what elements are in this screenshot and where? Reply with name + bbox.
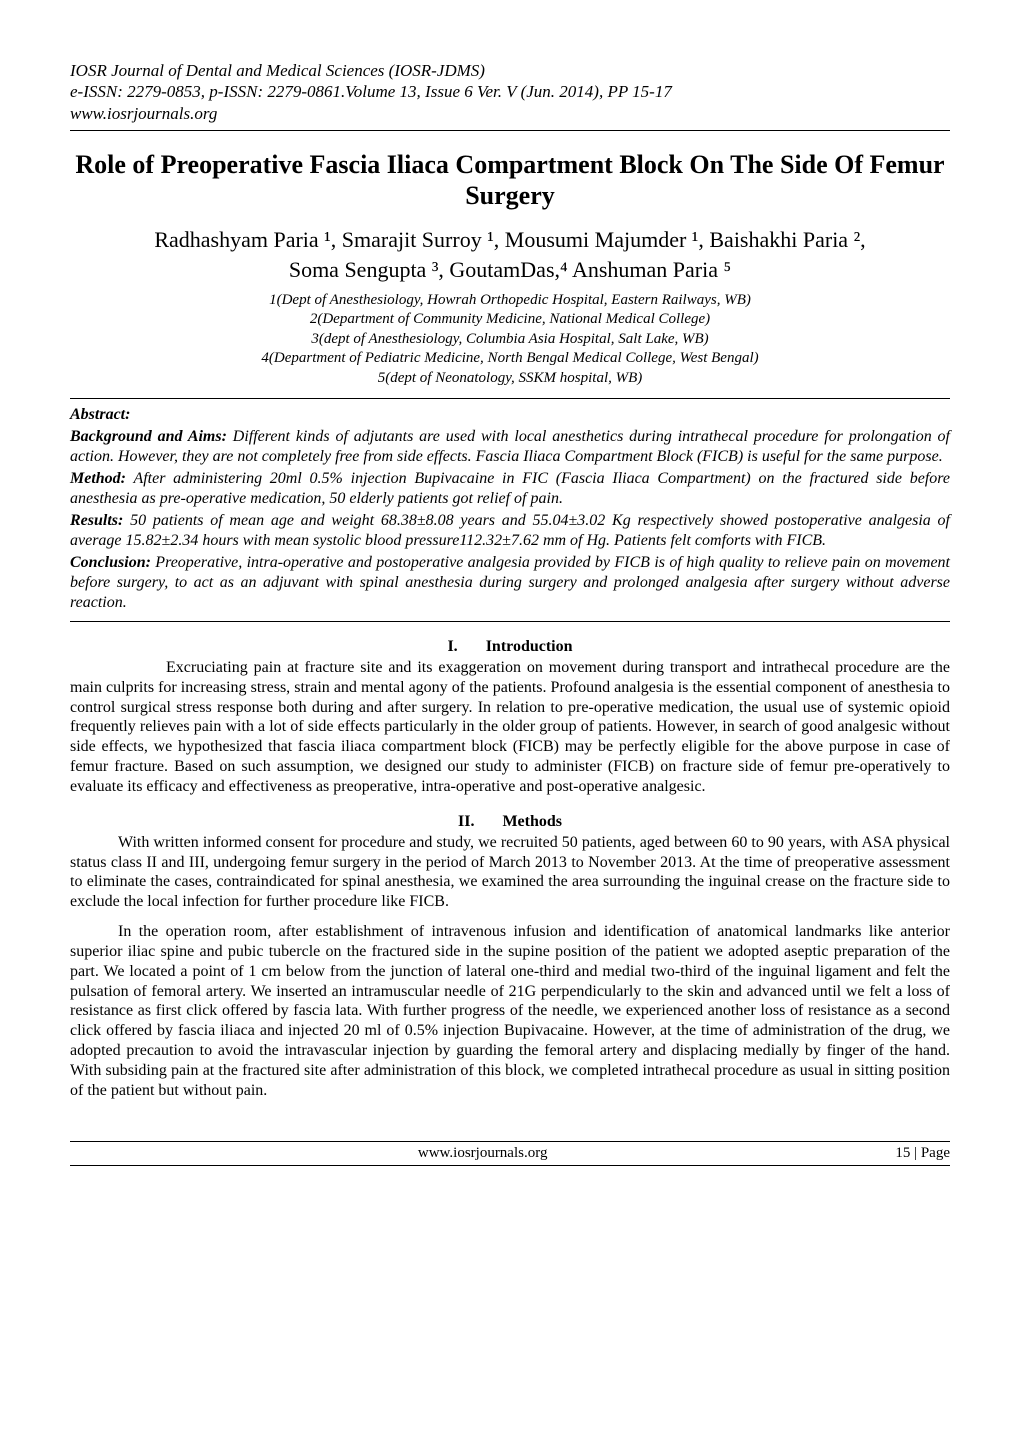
abstract-background: Background and Aims: Different kinds of … — [70, 427, 950, 467]
abstract-conclusion: Conclusion: Preoperative, intra-operativ… — [70, 553, 950, 613]
footer-url: www.iosrjournals.org — [70, 1145, 895, 1162]
methods-title: Methods — [502, 813, 562, 830]
journal-name: IOSR Journal of Dental and Medical Scien… — [70, 60, 950, 81]
header-rule — [70, 130, 950, 131]
paper-title: Role of Preoperative Fascia Iliaca Compa… — [70, 149, 950, 211]
journal-header: IOSR Journal of Dental and Medical Scien… — [70, 60, 950, 124]
method-text: After administering 20ml 0.5% injection … — [70, 470, 950, 507]
journal-url: www.iosrjournals.org — [70, 103, 950, 124]
authors-block: Radhashyam Paria ¹, Smarajit Surroy ¹, M… — [70, 225, 950, 284]
abstract-heading-line: Abstract: — [70, 405, 950, 425]
conclusion-text: Preoperative, intra-operative and postop… — [70, 554, 950, 611]
journal-issn: e-ISSN: 2279-0853, p-ISSN: 2279-0861.Vol… — [70, 81, 950, 102]
abstract-label: Abstract: — [70, 406, 130, 423]
conclusion-label: Conclusion: — [70, 554, 151, 571]
results-text: 50 patients of mean age and weight 68.38… — [70, 512, 950, 549]
abstract-block: Abstract: Background and Aims: Different… — [70, 398, 950, 622]
abstract-results: Results: 50 patients of mean age and wei… — [70, 511, 950, 551]
authors-line-2: Soma Sengupta ³, GoutamDas,⁴ Anshuman Pa… — [70, 255, 950, 285]
affiliation-3: 3(dept of Anesthesiology, Columbia Asia … — [70, 330, 950, 350]
methods-paragraph-2: In the operation room, after establishme… — [70, 922, 950, 1100]
page-container: IOSR Journal of Dental and Medical Scien… — [0, 0, 1020, 1206]
methods-body: With written informed consent for proced… — [70, 833, 950, 1101]
affiliations-block: 1(Dept of Anesthesiology, Howrah Orthope… — [70, 291, 950, 389]
affiliation-4: 4(Department of Pediatric Medicine, Nort… — [70, 349, 950, 369]
methods-number: II. — [458, 813, 474, 831]
intro-number: I. — [447, 638, 457, 656]
results-label: Results: — [70, 512, 123, 529]
intro-title: Introduction — [486, 638, 573, 655]
page-footer: www.iosrjournals.org 15 | Page — [70, 1141, 950, 1166]
affiliation-1: 1(Dept of Anesthesiology, Howrah Orthope… — [70, 291, 950, 311]
authors-line-1: Radhashyam Paria ¹, Smarajit Surroy ¹, M… — [70, 225, 950, 255]
methods-heading: II. Methods — [70, 813, 950, 831]
footer-page-number: 15 | Page — [895, 1145, 950, 1162]
abstract-method: Method: After administering 20ml 0.5% in… — [70, 469, 950, 509]
introduction-heading: I. Introduction — [70, 638, 950, 656]
introduction-body: Excruciating pain at fracture site and i… — [70, 658, 950, 797]
affiliation-5: 5(dept of Neonatology, SSKM hospital, WB… — [70, 369, 950, 389]
method-label: Method: — [70, 470, 126, 487]
background-label: Background and Aims: — [70, 428, 227, 445]
methods-paragraph-1: With written informed consent for proced… — [70, 833, 950, 912]
intro-paragraph: Excruciating pain at fracture site and i… — [70, 658, 950, 797]
affiliation-2: 2(Department of Community Medicine, Nati… — [70, 310, 950, 330]
